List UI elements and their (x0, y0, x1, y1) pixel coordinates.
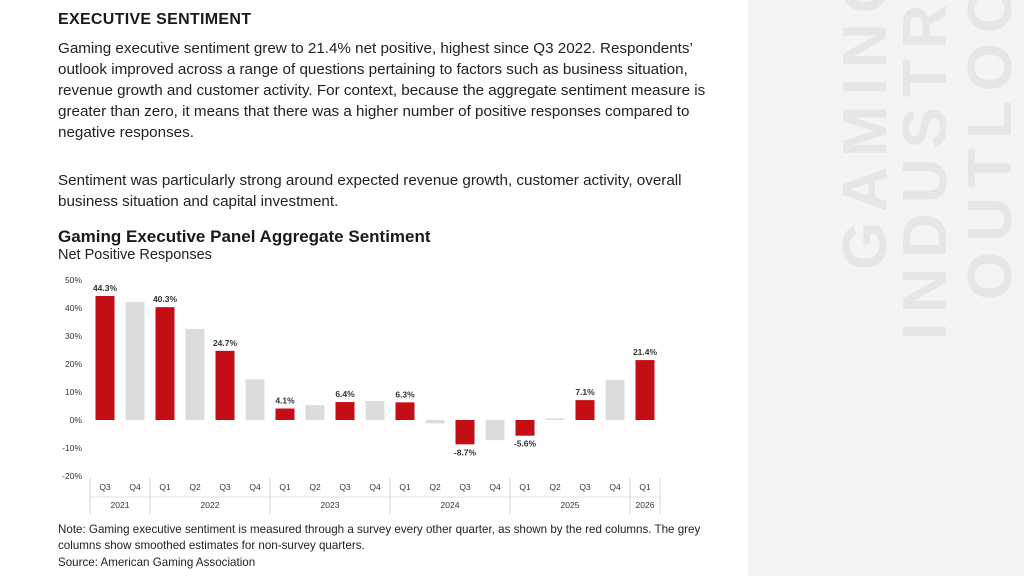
x-tick-label: Q3 (339, 482, 351, 492)
data-label: 6.4% (335, 389, 355, 399)
year-label: 2022 (201, 500, 220, 510)
sentiment-bar-chart: 50% 40% 30% 20% 10% 0% -10% -20% 44.3% 40.3% 24.7%… (62, 275, 661, 514)
x-tick-label: Q2 (309, 482, 321, 492)
estimate-bar (305, 405, 325, 420)
data-label: 44.3% (93, 283, 118, 293)
x-tick-label: Q1 (279, 482, 291, 492)
estimate-bar (365, 400, 385, 420)
estimate-bar (485, 420, 505, 441)
x-tick-label: Q2 (549, 482, 561, 492)
x-tick-label: Q3 (219, 482, 231, 492)
section-heading: EXECUTIVE SENTIMENT (58, 11, 252, 28)
data-label: 24.7% (213, 338, 238, 348)
year-label: 2023 (321, 500, 340, 510)
data-label: -5.6% (514, 439, 537, 449)
x-tick-label: Q1 (399, 482, 411, 492)
chart-subtitle: Net Positive Responses (58, 247, 212, 263)
x-tick-label: Q1 (159, 482, 171, 492)
estimate-bar (545, 418, 565, 420)
y-tick-label: -20% (62, 471, 82, 481)
x-tick-label: Q3 (579, 482, 591, 492)
data-label: 40.3% (153, 294, 178, 304)
x-tick-label: Q2 (189, 482, 201, 492)
data-label: 21.4% (633, 347, 658, 357)
year-label: 2021 (111, 500, 130, 510)
y-tick-label: -10% (62, 443, 82, 453)
y-tick-label: 40% (65, 303, 82, 313)
x-tick-label: Q1 (639, 482, 651, 492)
x-tick-label: Q4 (129, 482, 141, 492)
survey-bar (635, 360, 655, 420)
survey-bar (335, 402, 355, 420)
survey-bar (95, 295, 115, 420)
survey-bar (275, 408, 295, 420)
survey-bar (515, 420, 535, 436)
survey-bar (575, 400, 595, 420)
detail-paragraph: Sentiment was particularly strong around… (58, 172, 682, 210)
x-tick-label: Q2 (429, 482, 441, 492)
survey-bar (215, 350, 235, 420)
x-tick-label: Q4 (249, 482, 261, 492)
intro-paragraph: Gaming executive sentiment grew to 21.4%… (58, 40, 706, 141)
y-tick-label: 30% (65, 331, 82, 341)
survey-bar (395, 402, 415, 420)
watermark-word-industry: INDUSTRY (891, 0, 960, 340)
x-tick-label: Q4 (369, 482, 381, 492)
estimate-bar (125, 301, 145, 420)
y-tick-label: 0% (70, 415, 83, 425)
y-tick-label: 50% (65, 275, 82, 285)
x-tick-label: Q4 (489, 482, 501, 492)
estimate-bar (605, 379, 625, 420)
x-tick-label: Q3 (459, 482, 471, 492)
data-label: 7.1% (575, 387, 595, 397)
year-label: 2025 (561, 500, 580, 510)
sidebar-watermark: GAMING INDUSTRY OUTLOOK (770, 0, 1024, 576)
data-label: -8.7% (454, 447, 477, 457)
estimate-bar (185, 329, 205, 420)
chart-title: Gaming Executive Panel Aggregate Sentime… (58, 227, 431, 246)
data-label: 6.3% (395, 389, 415, 399)
x-tick-label: Q4 (609, 482, 621, 492)
data-label: 4.1% (275, 396, 295, 406)
estimate-bar (425, 420, 445, 424)
y-tick-label: 10% (65, 387, 82, 397)
survey-bar (155, 307, 175, 420)
year-label: 2024 (441, 500, 460, 510)
estimate-bar (245, 379, 265, 420)
chart-source: Source: American Gaming Association (58, 556, 256, 569)
x-tick-label: Q3 (99, 482, 111, 492)
survey-bar (455, 420, 475, 445)
content-panel: EXECUTIVE SENTIMENT Gaming executive sen… (0, 0, 748, 576)
y-tick-label: 20% (65, 359, 82, 369)
year-label: 2026 (636, 500, 655, 510)
x-tick-label: Q1 (519, 482, 531, 492)
watermark-word-outlook: OUTLOOK (956, 0, 1024, 300)
chart-note: Note: Gaming executive sentiment is meas… (58, 523, 701, 552)
